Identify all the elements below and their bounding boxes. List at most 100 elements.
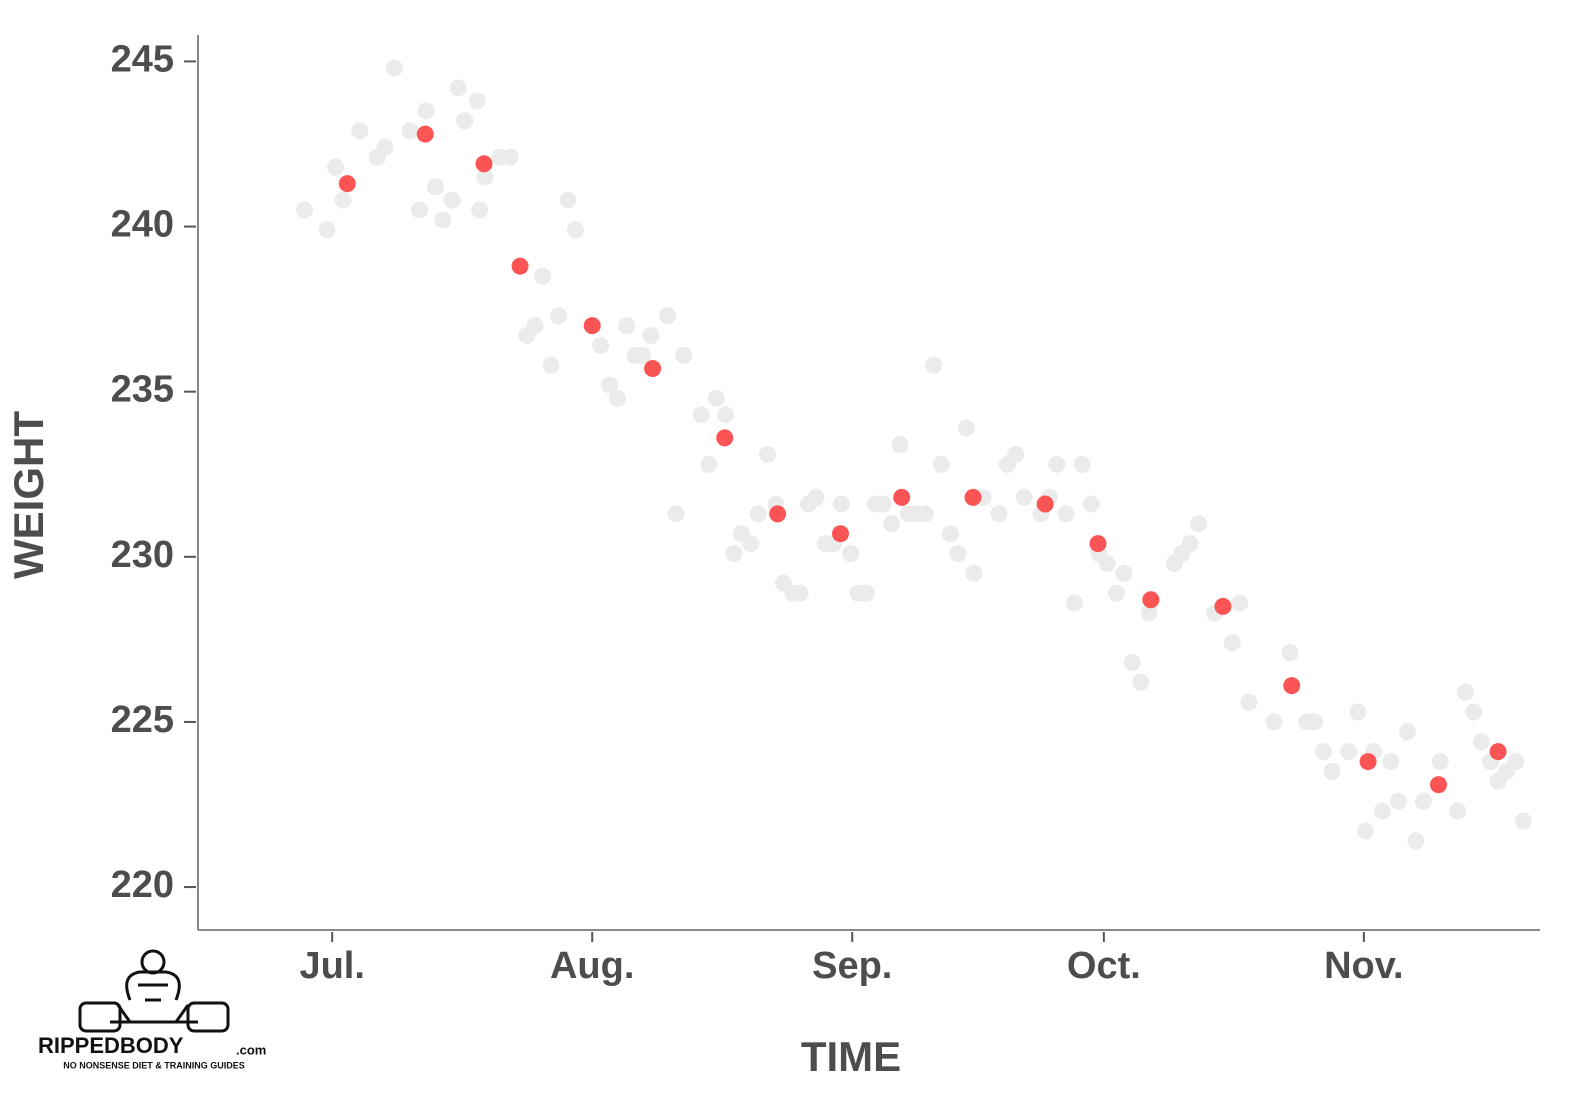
data-point: [1231, 594, 1249, 612]
y-tick-label: 240: [111, 204, 174, 246]
x-tick-label: Nov.: [1324, 945, 1404, 987]
data-point: [932, 455, 950, 473]
data-point: [1048, 455, 1066, 473]
data-point: [1036, 495, 1054, 513]
data-point: [1430, 776, 1448, 794]
data-point: [1214, 597, 1232, 615]
y-tick-label: 245: [111, 38, 174, 80]
data-point: [1357, 822, 1375, 840]
data-point: [1456, 683, 1474, 701]
data-point: [559, 191, 577, 209]
data-point: [893, 488, 911, 506]
data-point: [925, 356, 943, 374]
data-point: [1190, 515, 1208, 533]
data-point: [1315, 743, 1333, 761]
data-point: [749, 505, 767, 523]
data-point: [1082, 495, 1100, 513]
data-point: [857, 584, 875, 602]
data-point: [842, 545, 860, 563]
data-point: [1359, 753, 1377, 771]
data-point: [831, 525, 849, 543]
data-point: [542, 356, 560, 374]
data-point: [501, 148, 519, 166]
data-point: [1373, 802, 1391, 820]
data-point: [742, 535, 760, 553]
y-tick-label: 235: [111, 369, 174, 411]
data-point: [401, 122, 419, 140]
data-point: [1098, 554, 1116, 572]
y-tick-label: 220: [111, 864, 174, 906]
data-point: [534, 267, 552, 285]
data-point: [1340, 743, 1358, 761]
data-point: [807, 488, 825, 506]
data-point: [644, 360, 662, 378]
logo: RIPPEDBODY .com NO NONSENSE DIET & TRAIN…: [38, 949, 266, 1070]
data-point: [475, 155, 493, 173]
data-point: [583, 317, 601, 335]
data-point: [511, 257, 529, 275]
data-point: [659, 307, 677, 325]
data-point: [769, 505, 787, 523]
data-point: [1015, 488, 1033, 506]
data-point: [471, 201, 489, 219]
data-point: [941, 525, 959, 543]
x-tick-label: Sep.: [812, 945, 892, 987]
data-point: [1431, 753, 1449, 771]
data-point: [1065, 594, 1083, 612]
data-point: [874, 495, 892, 513]
data-point: [550, 307, 568, 325]
data-point: [1123, 653, 1141, 671]
data-point: [700, 455, 718, 473]
data-point: [965, 564, 983, 582]
data-point: [334, 191, 352, 209]
data-point: [476, 168, 494, 186]
data-point: [1142, 591, 1160, 609]
x-tick-label: Aug.: [550, 945, 634, 987]
data-point: [832, 495, 850, 513]
data-point: [1323, 762, 1341, 780]
data-point: [385, 59, 403, 77]
data-point: [417, 102, 435, 120]
data-point: [667, 505, 685, 523]
data-point: [1398, 723, 1416, 741]
data-point: [1265, 713, 1283, 731]
logo-suffix: .com: [236, 1042, 266, 1057]
data-point: [1465, 703, 1483, 721]
logo-name: RIPPEDBODY: [38, 1033, 184, 1058]
data-point: [990, 505, 1008, 523]
data-point: [692, 406, 710, 424]
data-point: [675, 346, 693, 364]
data-point: [338, 175, 356, 193]
data-point: [1414, 792, 1432, 810]
data-point: [1507, 753, 1525, 771]
logo-icon: [78, 949, 230, 1033]
data-point: [468, 92, 486, 110]
data-point: [949, 545, 967, 563]
x-axis-title: TIME: [801, 1033, 901, 1080]
x-tick-label: Jul.: [299, 945, 364, 987]
data-point: [1349, 703, 1367, 721]
data-point: [716, 429, 734, 447]
data-point: [1181, 535, 1199, 553]
data-point: [957, 419, 975, 437]
data-point: [1472, 733, 1490, 751]
data-point: [1389, 792, 1407, 810]
data-point: [891, 436, 909, 454]
data-point: [1305, 713, 1323, 731]
data-point: [759, 445, 777, 463]
data-point: [526, 317, 544, 335]
data-point: [883, 515, 901, 533]
data-point: [618, 317, 636, 335]
data-point: [725, 545, 743, 563]
data-point: [1407, 832, 1425, 850]
data-point: [1514, 812, 1532, 830]
data-point: [456, 112, 474, 130]
data-point: [1107, 584, 1125, 602]
data-point: [916, 505, 934, 523]
data-point: [434, 211, 452, 229]
data-point: [964, 488, 982, 506]
data-point: [634, 346, 652, 364]
data-point: [1283, 677, 1301, 695]
